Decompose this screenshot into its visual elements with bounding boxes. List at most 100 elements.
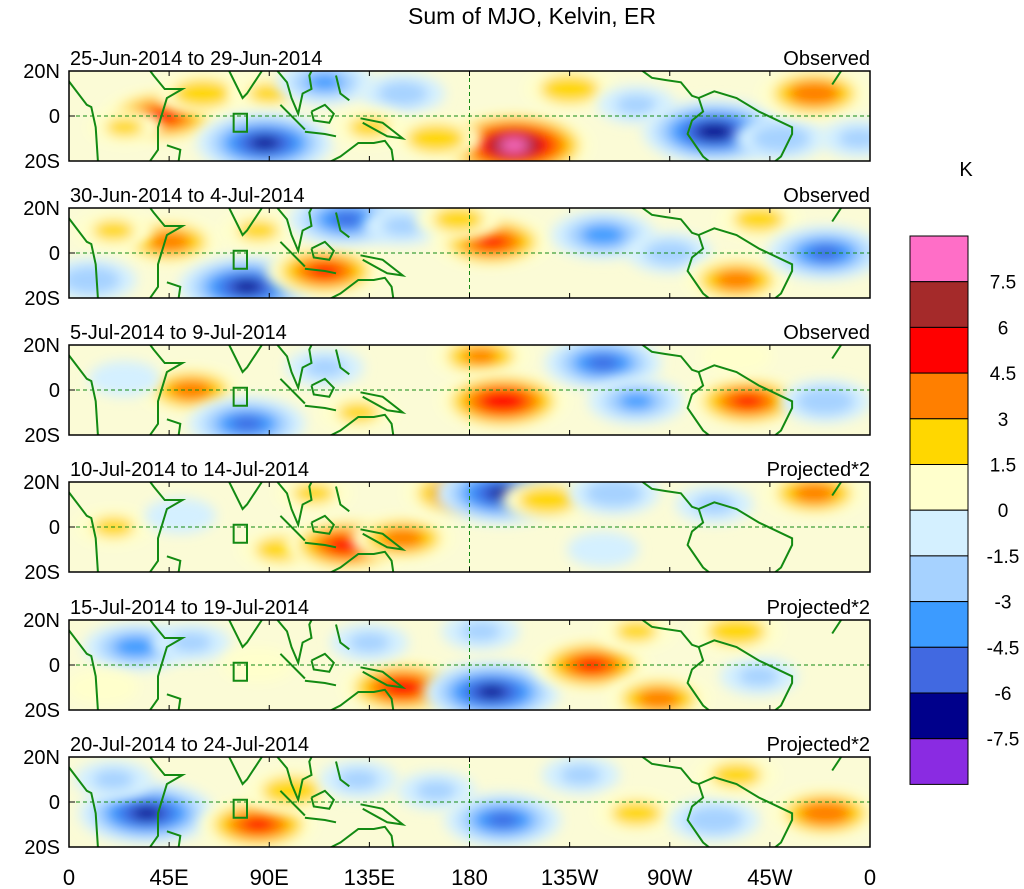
colorbar-level-label: -4.5 (987, 638, 1020, 659)
panel-date-range: 10-Jul-2014 to 14-Jul-2014 (70, 459, 309, 481)
anomaly-blob (423, 661, 560, 710)
anomaly-blob (587, 378, 686, 425)
anomaly-blob (88, 360, 161, 397)
anomaly-blob (196, 112, 334, 161)
contour-level (173, 79, 232, 108)
anomaly-blob (219, 211, 298, 250)
anomaly-blob (691, 620, 782, 654)
panel-date-range: 30-Jun-2014 to 4-Jul-2014 (70, 185, 305, 207)
contour-level (733, 208, 784, 232)
contour-level (462, 347, 499, 365)
y-tick-label: 20N (23, 61, 60, 83)
contour-level (478, 390, 528, 413)
contour-level (685, 805, 744, 835)
anomaly-blob (69, 258, 137, 298)
maldives-box (232, 798, 248, 819)
anomaly-blob (444, 793, 562, 847)
y-tick-label: 0 (49, 517, 60, 539)
maldives-box (232, 661, 248, 682)
panel-label: Observed (783, 48, 870, 70)
contour-level (486, 812, 519, 828)
anomaly-blob (360, 73, 445, 114)
anomaly-blob (390, 116, 482, 161)
contour-level (567, 531, 639, 568)
anomaly-field (69, 620, 798, 710)
x-axis: 0 45E 90E 135E 180 135W 90W 45W 0 (63, 865, 876, 889)
anomaly-blob (541, 757, 620, 795)
contour-level (348, 632, 391, 653)
colorbar-swatch (909, 372, 969, 420)
colorbar-level-label: 0 (998, 501, 1009, 522)
contour-level (105, 117, 144, 137)
contour-level (476, 685, 507, 699)
contour-level (406, 124, 466, 153)
contour-level (242, 817, 275, 832)
panel-2: 20N 0 20S 30-Jun-2014 to 4-Jul-2014 Observed (23, 185, 871, 310)
contour-level (415, 780, 457, 801)
coastlines (69, 482, 842, 572)
contour-level (707, 620, 766, 646)
contour-level (230, 416, 264, 432)
x-tick-label: 90E (250, 865, 289, 889)
maldives-box (232, 386, 248, 407)
colorbar-swatch (909, 326, 969, 374)
panel-label: Observed (783, 322, 870, 344)
anomaly-blob (762, 482, 867, 518)
colorbar-swatch (909, 692, 969, 740)
anomaly-blob (606, 674, 711, 710)
anomaly-blob (285, 348, 364, 387)
contour-level (92, 220, 135, 241)
contour-level (92, 769, 135, 790)
anomaly-blob (74, 760, 153, 799)
contour-level (69, 669, 139, 706)
anomaly-blob (431, 345, 530, 380)
anomaly-blob (716, 208, 801, 240)
colorbar-level-label: -6 (995, 684, 1012, 705)
anomaly-blob (819, 119, 870, 158)
x-tick-label: 45W (747, 865, 792, 889)
panel-label: Projected*2 (767, 459, 870, 481)
contour-level (304, 357, 346, 378)
contour-level (144, 497, 216, 534)
contour-level (231, 279, 263, 294)
anomaly-blob (533, 638, 651, 692)
anomaly-blob (144, 497, 216, 534)
anomaly-field (74, 757, 870, 847)
panel-date-range: 15-Jul-2014 to 19-Jul-2014 (70, 597, 309, 619)
contour-level (499, 138, 529, 152)
y-tick-label: 20N (23, 335, 60, 357)
anomaly-blob (330, 623, 409, 662)
anomaly-blob (551, 210, 655, 260)
contour-level (377, 81, 428, 106)
figure-title: Sum of MJO, Kelvin, ER (408, 3, 656, 29)
colorbar: K 7.5 6 4.5 3 1.5 0 -1.5 -3 -4.5 -6 -7.5 (909, 159, 1020, 785)
contour-level (799, 801, 852, 826)
maldives-box (232, 249, 248, 270)
colorbar-level-label: -7.5 (987, 730, 1020, 751)
contour-level (170, 632, 213, 653)
contour-level (518, 485, 577, 515)
contour-level (337, 769, 379, 790)
panel-date-range: 5-Jul-2014 to 9-Jul-2014 (70, 322, 287, 344)
contour-level (636, 688, 681, 710)
anomaly-blob (274, 482, 353, 513)
colorbar-swatch (909, 601, 969, 648)
anomaly-blob (74, 211, 153, 250)
contour-level (575, 657, 608, 673)
colorbar-swatch (909, 646, 969, 694)
x-tick-label: 135W (541, 865, 599, 889)
contour-level (586, 355, 620, 371)
contour-level (611, 801, 662, 826)
anomaly-blob (319, 760, 398, 799)
anomaly-blob (694, 757, 779, 796)
anomaly-blob (567, 531, 639, 568)
y-tick-label: 20S (24, 425, 60, 447)
anomaly-blob (86, 108, 163, 146)
colorbar-level-label: 1.5 (990, 456, 1016, 477)
anomaly-field (69, 208, 870, 298)
colorbar-swatch (909, 509, 969, 557)
anomaly-blob (568, 482, 660, 516)
anomaly-blob (594, 792, 679, 834)
contour-level (293, 483, 335, 504)
